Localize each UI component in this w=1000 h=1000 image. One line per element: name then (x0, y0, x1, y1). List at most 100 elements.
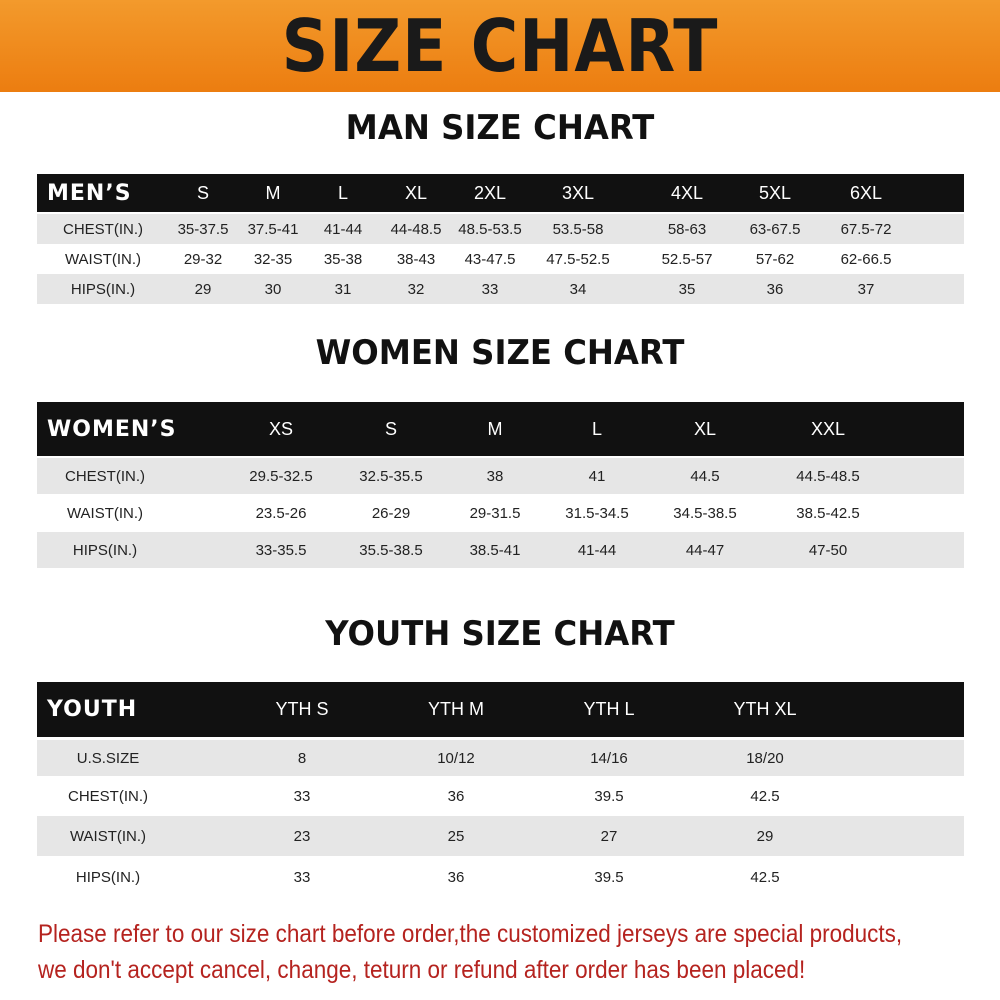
measure-label: CHEST(IN.) (63, 220, 143, 238)
table-cell: 33 (481, 280, 499, 298)
table-cell: 36 (766, 280, 784, 298)
measure-label: WAIST(IN.) (64, 250, 142, 268)
size-header: 3XL (561, 182, 595, 203)
table-cell: 47.5-52.5 (546, 250, 610, 268)
table-cell: 38-43 (396, 250, 436, 268)
table-row: CHEST(IN.) 29.5-32.5 32.5-35.5 38 41 44.5 44.5… (37, 458, 964, 494)
size-header: 4XL (670, 182, 704, 203)
measure-label: HIPS(IN.) (75, 868, 141, 886)
table-cell: 34.5-38.5 (673, 504, 737, 522)
table-cell: 53.5-58 (552, 220, 604, 238)
size-header: 2XL (473, 182, 507, 203)
table-cell: 8 (297, 749, 307, 767)
table-cell: 57-62 (755, 250, 795, 268)
table-cell: 18/20 (746, 749, 784, 767)
size-header: XS (268, 418, 293, 439)
table-cell: 36 (447, 868, 465, 886)
header-row: WOMEN’S XS S M L XL XXL (37, 402, 964, 456)
size-header: YTH M (428, 699, 484, 719)
table-cell: 27 (600, 827, 618, 845)
table-cell: 62-66.5 (840, 250, 892, 268)
notice-line-2: we don't accept cancel, change, teturn o… (38, 956, 806, 984)
table-cell: 29.5-32.5 (249, 467, 313, 485)
table-cell: 58-63 (667, 220, 707, 238)
women-title: WOMEN SIZE CHART (315, 333, 685, 373)
measure-label: WAIST(IN.) (66, 504, 144, 522)
table-cell: 37.5-41 (247, 220, 299, 238)
size-header: YTH XL (733, 699, 797, 719)
table-cell: 63-67.5 (749, 220, 801, 238)
table-cell: 48.5-53.5 (458, 220, 522, 238)
measure-label: CHEST(IN.) (68, 787, 148, 805)
table-cell: 37 (857, 280, 875, 298)
table-row: WAIST(IN.) 29-32 32-35 35-38 38-43 43-47.5 47.… (37, 244, 964, 274)
table-row: WAIST(IN.) 23.5-26 26-29 29-31.5 31.5-34.5 34… (37, 494, 964, 532)
table-cell: 30 (264, 280, 282, 298)
measure-label: HIPS(IN.) (72, 541, 138, 559)
table-cell: 42.5 (750, 868, 780, 886)
size-header: S (196, 182, 209, 203)
table-cell: 14/16 (590, 749, 628, 767)
table-cell: 41-44 (577, 541, 617, 559)
table-cell: 29-32 (183, 250, 223, 268)
table-cell: 52.5-57 (661, 250, 713, 268)
size-header: M (487, 418, 503, 439)
table-cell: 29 (756, 827, 774, 845)
measure-label: CHEST(IN.) (65, 467, 145, 485)
measure-label: U.S.SIZE (76, 749, 140, 767)
table-row: CHEST(IN.) 35-37.5 37.5-41 41-44 44-48.5 48.5… (37, 214, 964, 244)
table-cell: 44.5-48.5 (796, 467, 860, 485)
table-row: WAIST(IN.) 23 25 27 29 (37, 816, 964, 856)
size-header: L (337, 182, 348, 203)
table-label: MEN’S (47, 180, 132, 206)
table-cell: 25 (447, 827, 465, 845)
table-cell: 23 (293, 827, 311, 845)
table-cell: 35-38 (323, 250, 363, 268)
table-cell: 36 (447, 787, 465, 805)
size-header: XL (404, 182, 428, 203)
table-cell: 35-37.5 (177, 220, 229, 238)
table-cell: 41-44 (323, 220, 363, 238)
table-cell: 67.5-72 (840, 220, 892, 238)
table-cell: 44-48.5 (390, 220, 442, 238)
page-title: SIZE CHART (281, 4, 719, 88)
table-row: U.S.SIZE 8 10/12 14/16 18/20 (37, 740, 964, 776)
measure-label: HIPS(IN.) (70, 280, 136, 298)
table-cell: 47-50 (808, 541, 848, 559)
table-cell: 32-35 (253, 250, 293, 268)
size-header: L (591, 418, 602, 439)
size-header: XL (693, 418, 717, 439)
table-row: HIPS(IN.) 33-35.5 35.5-38.5 38.5-41 41-44 44-… (37, 532, 964, 568)
header-row: MEN’S S M L XL 2XL 3XL 4XL 5XL 6XL (37, 174, 964, 212)
banner: SIZE CHART (0, 0, 1000, 92)
size-header: 5XL (758, 182, 792, 203)
table-cell: 31 (334, 280, 352, 298)
size-header: XXL (810, 418, 846, 439)
table-cell: 44-47 (685, 541, 725, 559)
table-cell: 34 (569, 280, 587, 298)
table-cell: 41 (588, 467, 606, 485)
table-cell: 33 (293, 787, 311, 805)
header-row: YOUTH YTH S YTH M YTH L YTH XL (37, 682, 964, 737)
table-cell: 32.5-35.5 (359, 467, 423, 485)
table-cell: 26-29 (371, 504, 411, 522)
table-cell: 38.5-41 (469, 541, 521, 559)
table-cell: 32 (407, 280, 425, 298)
table-cell: 39.5 (594, 787, 624, 805)
table-cell: 42.5 (750, 787, 780, 805)
notice-line-1: Please refer to our size chart before or… (38, 920, 903, 948)
table-cell: 29-31.5 (469, 504, 521, 522)
youth-title: YOUTH SIZE CHART (325, 614, 675, 654)
table-cell: 38 (486, 467, 504, 485)
table-cell: 33-35.5 (255, 541, 307, 559)
table-label: YOUTH (47, 697, 138, 722)
table-cell: 33 (293, 868, 311, 886)
table-cell: 23.5-26 (255, 504, 307, 522)
table-row: CHEST(IN.) 33 36 39.5 42.5 (37, 776, 964, 816)
table-label: WOMEN’S (47, 416, 177, 442)
table-cell: 39.5 (594, 868, 624, 886)
table-cell: 38.5-42.5 (796, 504, 860, 522)
table-cell: 31.5-34.5 (565, 504, 629, 522)
table-cell: 35 (678, 280, 696, 298)
table-cell: 10/12 (437, 749, 475, 767)
